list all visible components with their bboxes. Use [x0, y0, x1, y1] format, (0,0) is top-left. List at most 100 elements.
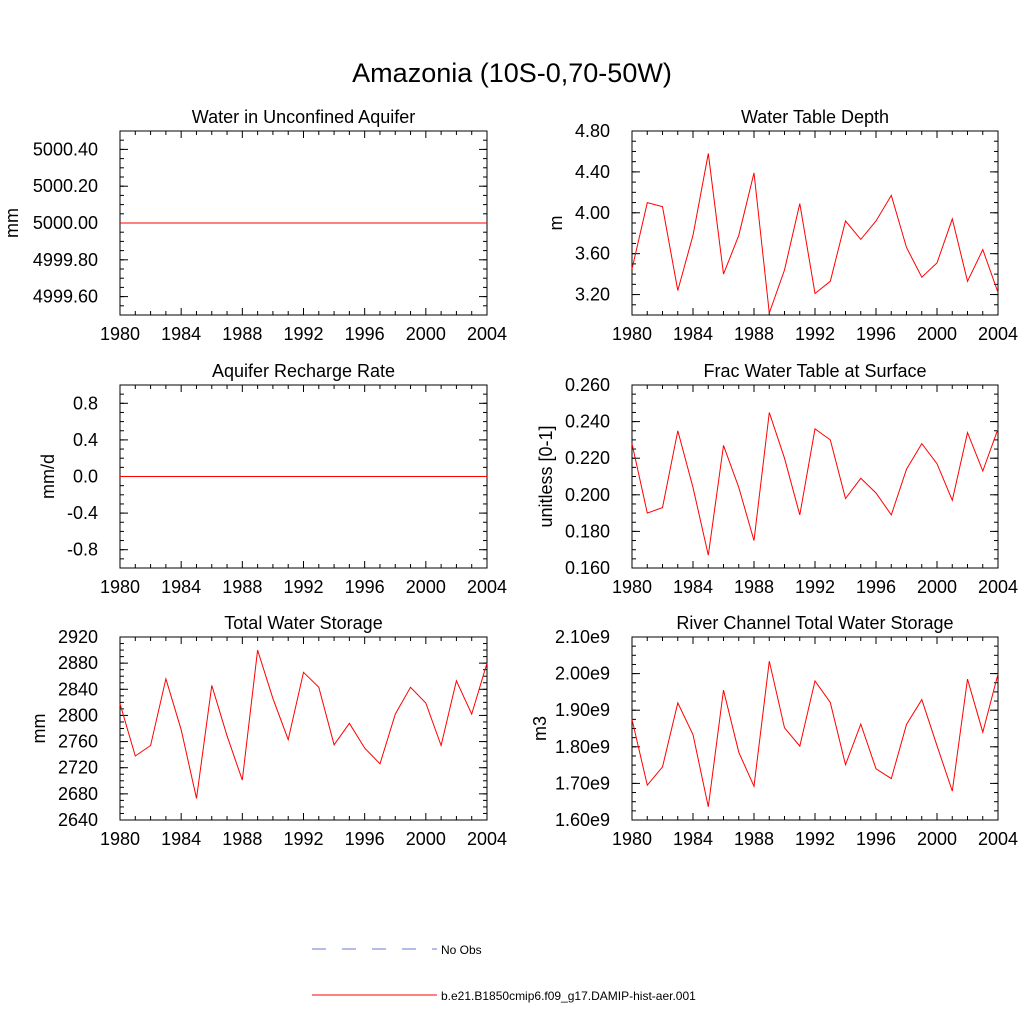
y-tick-label: 0.200	[565, 485, 610, 505]
y-axis-label: m3	[530, 716, 550, 741]
x-tick-label: 1980	[100, 324, 140, 344]
y-tick-label: 4.00	[575, 203, 610, 223]
x-tick-label: 1996	[345, 829, 385, 849]
y-tick-label: 4999.60	[33, 287, 98, 307]
x-tick-label: 1996	[856, 829, 896, 849]
x-tick-label: 1996	[345, 324, 385, 344]
plot-frame	[631, 384, 999, 569]
panel-title: Aquifer Recharge Rate	[212, 361, 395, 381]
series-line	[119, 649, 488, 799]
y-tick-label: 2800	[58, 705, 98, 725]
plot-frame	[631, 636, 999, 821]
x-tick-label: 1996	[856, 324, 896, 344]
y-axis-label: mm	[2, 208, 22, 238]
y-tick-label: -0.8	[67, 540, 98, 560]
x-tick-label: 2004	[467, 324, 507, 344]
x-tick-label: 2000	[917, 324, 957, 344]
x-tick-label: 2004	[978, 829, 1018, 849]
panel-aquifer-recharge-rate: Aquifer Recharge Rate mm/d 1980 1984 1988 199…	[38, 361, 507, 597]
x-tick-label: 1984	[161, 324, 201, 344]
legend-label-no-obs: No Obs	[441, 943, 482, 957]
x-tick-label: 1988	[222, 324, 262, 344]
y-tick-label: 3.60	[575, 244, 610, 264]
x-tick-label: 1980	[612, 577, 652, 597]
y-tick-label: 2840	[58, 679, 98, 699]
y-tick-label: 3.20	[575, 285, 610, 305]
y-tick-label: 1.80e9	[555, 737, 610, 757]
x-tick-label: 1984	[161, 577, 201, 597]
y-tick-label: 2920	[58, 627, 98, 647]
panel-title: Frac Water Table at Surface	[703, 361, 926, 381]
x-tick-label: 1988	[222, 829, 262, 849]
y-tick-label: 4.40	[575, 162, 610, 182]
y-tick-label: 4.80	[575, 121, 610, 141]
x-tick-label: 2004	[467, 577, 507, 597]
panel-water-table-depth: Water Table Depth m 1980 1984 1988 1992 1996 20…	[546, 107, 1018, 344]
series-line	[631, 412, 999, 556]
y-tick-label: 4999.80	[33, 250, 98, 270]
x-tick-label: 2004	[978, 324, 1018, 344]
x-tick-label: 1988	[222, 577, 262, 597]
x-tick-label: 2004	[467, 829, 507, 849]
panel-title: Total Water Storage	[224, 613, 382, 633]
y-tick-label: 2760	[58, 732, 98, 752]
y-tick-label: 0.240	[565, 412, 610, 432]
y-tick-label: 0.0	[73, 467, 98, 487]
panel-title: Water in Unconfined Aquifer	[192, 107, 415, 127]
y-tick-label: 1.70e9	[555, 773, 610, 793]
panel-total-water-storage: Total Water Storage mm 1980 1984 1988 1992 199…	[29, 613, 507, 849]
x-tick-label: 2000	[406, 577, 446, 597]
y-tick-label: 0.180	[565, 521, 610, 541]
plot-frame	[631, 130, 999, 316]
x-tick-label: 1984	[161, 829, 201, 849]
y-axis-label: m	[546, 216, 566, 231]
x-tick-label: 1980	[100, 829, 140, 849]
x-tick-label: 1980	[100, 577, 140, 597]
y-tick-label: 1.90e9	[555, 700, 610, 720]
y-tick-label: -0.4	[67, 503, 98, 523]
panel-title: River Channel Total Water Storage	[676, 613, 953, 633]
y-tick-label: 5000.00	[33, 213, 98, 233]
y-tick-label: 2.00e9	[555, 664, 610, 684]
y-tick-label: 0.4	[73, 430, 98, 450]
x-tick-label: 1992	[283, 829, 323, 849]
x-tick-label: 1988	[734, 829, 774, 849]
x-tick-label: 1996	[345, 577, 385, 597]
y-tick-label: 0.8	[73, 393, 98, 413]
y-tick-label: 5000.40	[33, 139, 98, 159]
y-axis-label: unitless [0-1]	[536, 425, 556, 527]
y-axis-label: mm	[29, 714, 49, 744]
x-tick-label: 2004	[978, 577, 1018, 597]
x-tick-label: 2000	[917, 577, 957, 597]
x-tick-label: 1984	[673, 577, 713, 597]
x-tick-label: 1984	[673, 829, 713, 849]
x-tick-label: 1992	[283, 577, 323, 597]
y-tick-label: 2880	[58, 653, 98, 673]
y-tick-label: 5000.20	[33, 176, 98, 196]
legend: No Obs b.e21.B1850cmip6.f09_g17.DAMIP-hi…	[312, 943, 696, 1003]
x-tick-label: 1984	[673, 324, 713, 344]
x-tick-label: 2000	[917, 829, 957, 849]
x-tick-label: 2000	[406, 829, 446, 849]
x-tick-label: 1992	[795, 829, 835, 849]
y-tick-label: 0.160	[565, 558, 610, 578]
y-tick-label: 2.10e9	[555, 627, 610, 647]
series-line	[631, 153, 999, 314]
x-tick-label: 1988	[734, 577, 774, 597]
panel-title: Water Table Depth	[741, 107, 889, 127]
y-tick-label: 2640	[58, 810, 98, 830]
x-tick-label: 1988	[734, 324, 774, 344]
panel-frac-water-table-at-surface: Frac Water Table at Surface unitless [0-1…	[536, 361, 1018, 597]
legend-label-model: b.e21.B1850cmip6.f09_g17.DAMIP-hist-aer.…	[441, 989, 696, 1003]
y-axis-label: mm/d	[38, 454, 58, 499]
x-tick-label: 1992	[283, 324, 323, 344]
x-tick-label: 1980	[612, 324, 652, 344]
y-tick-label: 2680	[58, 784, 98, 804]
y-tick-label: 0.260	[565, 375, 610, 395]
panel-water-in-unconfined-aquifer: Water in Unconfined Aquifer mm 1980 1984 198…	[2, 107, 507, 344]
y-tick-label: 2720	[58, 758, 98, 778]
series-line	[631, 661, 999, 807]
figure-title: Amazonia (10S-0,70-50W)	[352, 58, 672, 88]
